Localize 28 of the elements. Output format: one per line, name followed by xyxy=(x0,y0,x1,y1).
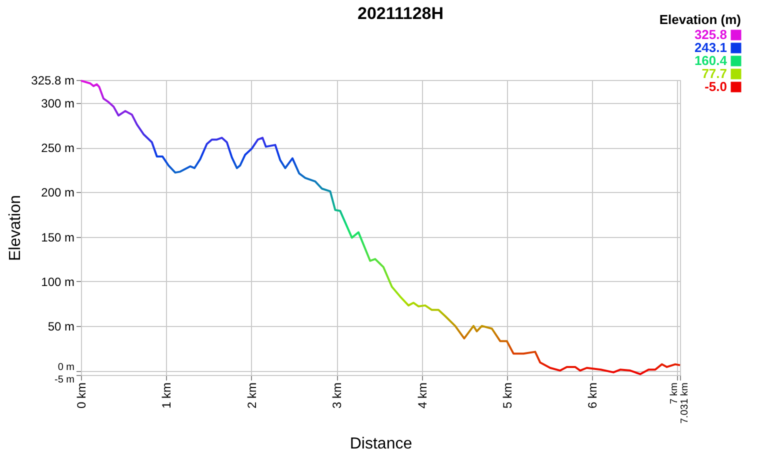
x-tick-label: 2 km xyxy=(244,382,259,409)
x-tick-label: 7.031 km xyxy=(680,382,690,424)
color-bar-title: Elevation (m) xyxy=(659,12,741,27)
y-tick-label: 250 m xyxy=(41,141,74,156)
x-tick-label: 1 km xyxy=(160,382,174,409)
x-tick-label: 0 km xyxy=(74,382,88,409)
color-bar-label: 325.8 xyxy=(694,27,727,42)
y-tick-label: 300 m xyxy=(41,96,74,111)
x-tick-label: 3 km xyxy=(330,382,344,409)
x-axis-title: Distance xyxy=(350,436,412,453)
color-bar-label: -5.0 xyxy=(704,79,727,94)
y-tick-label: 100 m xyxy=(41,274,74,289)
y-tick-label: 200 m xyxy=(41,186,74,200)
y-tick-label: -5 m xyxy=(54,374,74,386)
y-tick-label: 150 m xyxy=(41,230,74,244)
color-bar-label: 243.1 xyxy=(694,40,727,55)
x-tick-label: 6 km xyxy=(586,382,600,409)
chart-title: 20211128H xyxy=(357,4,444,23)
x-tick-label: 4 km xyxy=(415,382,430,409)
y-tick-label: 0 m xyxy=(58,362,74,374)
x-tick-label: 5 km xyxy=(500,382,514,409)
x-tick-label: 7 km xyxy=(668,382,680,404)
color-bar-label: 77.7 xyxy=(702,66,727,81)
y-tick-label: 50 m xyxy=(48,319,74,334)
y-axis-title: Elevation xyxy=(7,195,24,261)
line-series xyxy=(80,80,681,376)
color-bar-label: 160.4 xyxy=(694,53,728,68)
y-tick-label: 325.8 m xyxy=(31,74,75,88)
